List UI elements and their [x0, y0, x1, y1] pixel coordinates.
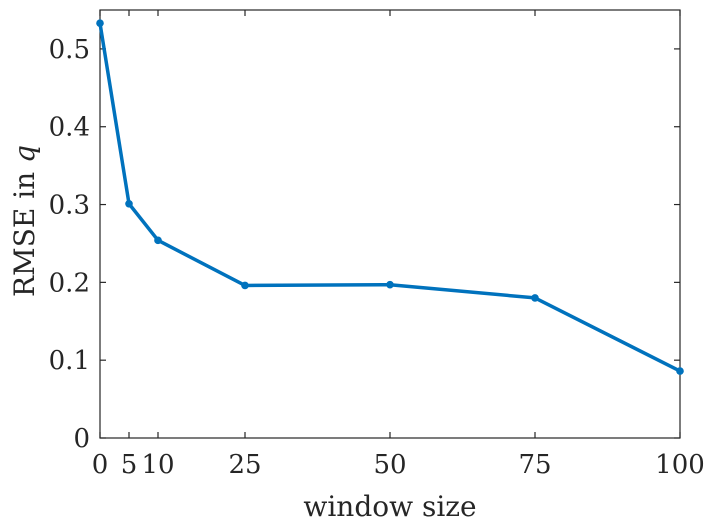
data-point	[125, 199, 133, 208]
x-tick-label: 0	[92, 450, 109, 480]
axes-box	[99, 9, 681, 439]
x-tick-label: 50	[373, 450, 406, 480]
x-tick-label: 25	[228, 450, 261, 480]
y-tick-label: 0.5	[49, 35, 90, 65]
data-point	[241, 281, 249, 290]
y-axis-label-text: RMSE in	[8, 163, 41, 297]
plot-frame	[99, 9, 681, 439]
x-axis-label: window size	[303, 490, 476, 520]
y-tick-label: 0.2	[49, 268, 90, 298]
data-point	[96, 19, 104, 28]
y-tick-label: 0.3	[49, 191, 90, 221]
y-ticks: 0 0.1 0.2 0.3 0.4 0.5	[49, 35, 680, 454]
x-tick-label: 5	[121, 450, 138, 480]
y-tick-label: 0	[73, 424, 90, 454]
x-ticks: 0 5 10 25 50 75 100	[92, 10, 705, 480]
x-tick-label: 10	[141, 450, 174, 480]
y-tick-label: 0.1	[49, 346, 90, 376]
data-point	[154, 236, 162, 245]
x-tick-label: 100	[655, 450, 705, 480]
series	[96, 19, 684, 375]
series-line	[98, 21, 682, 373]
y-tick-label: 0.4	[49, 113, 90, 143]
y-axis-label-variable: q	[8, 145, 41, 163]
y-axis-label: RMSE in q	[8, 145, 41, 297]
x-tick-label: 75	[518, 450, 551, 480]
data-point	[531, 294, 539, 302]
data-point	[386, 280, 394, 289]
data-point	[676, 367, 684, 375]
